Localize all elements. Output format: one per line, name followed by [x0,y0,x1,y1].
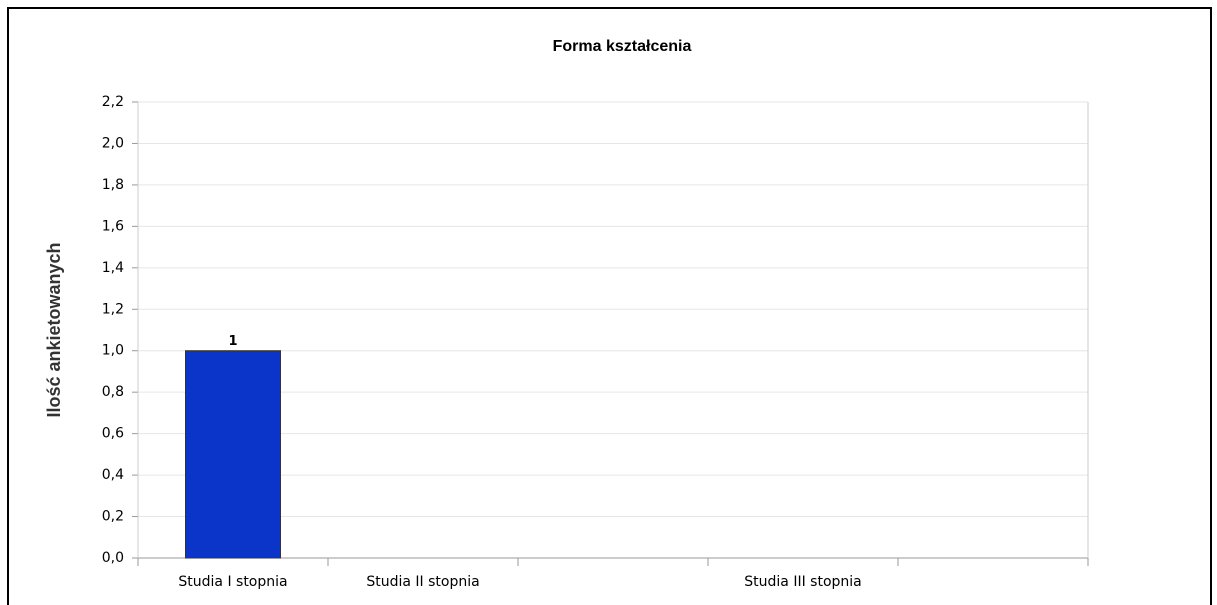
y-tick-label: 2,2 [102,94,124,110]
y-tick-label: 0,4 [102,467,124,483]
y-tick-label: 0,0 [102,550,124,566]
y-tick-label: 1,6 [102,218,124,234]
y-tick-label: 1,8 [102,177,124,193]
y-axis-label: Ilość ankietowanych [44,242,64,417]
y-tick-label: 0,6 [102,426,124,442]
x-tick-label: Studia I stopnia [178,574,287,590]
data-label: 1 [228,334,237,349]
y-tick-label: 0,8 [102,384,124,400]
x-tick-label: Studia II stopnia [366,574,479,590]
y-tick-label: 1,2 [102,301,124,317]
y-tick-label: 0,2 [102,509,124,525]
y-tick-label: 2,0 [102,135,124,151]
bar [185,350,281,559]
y-tick-label: 1,4 [102,260,124,276]
chart-title: Forma kształcenia [553,38,692,55]
x-tick-label: Studia III stopnia [744,574,861,590]
y-tick-label: 1,0 [102,343,124,359]
